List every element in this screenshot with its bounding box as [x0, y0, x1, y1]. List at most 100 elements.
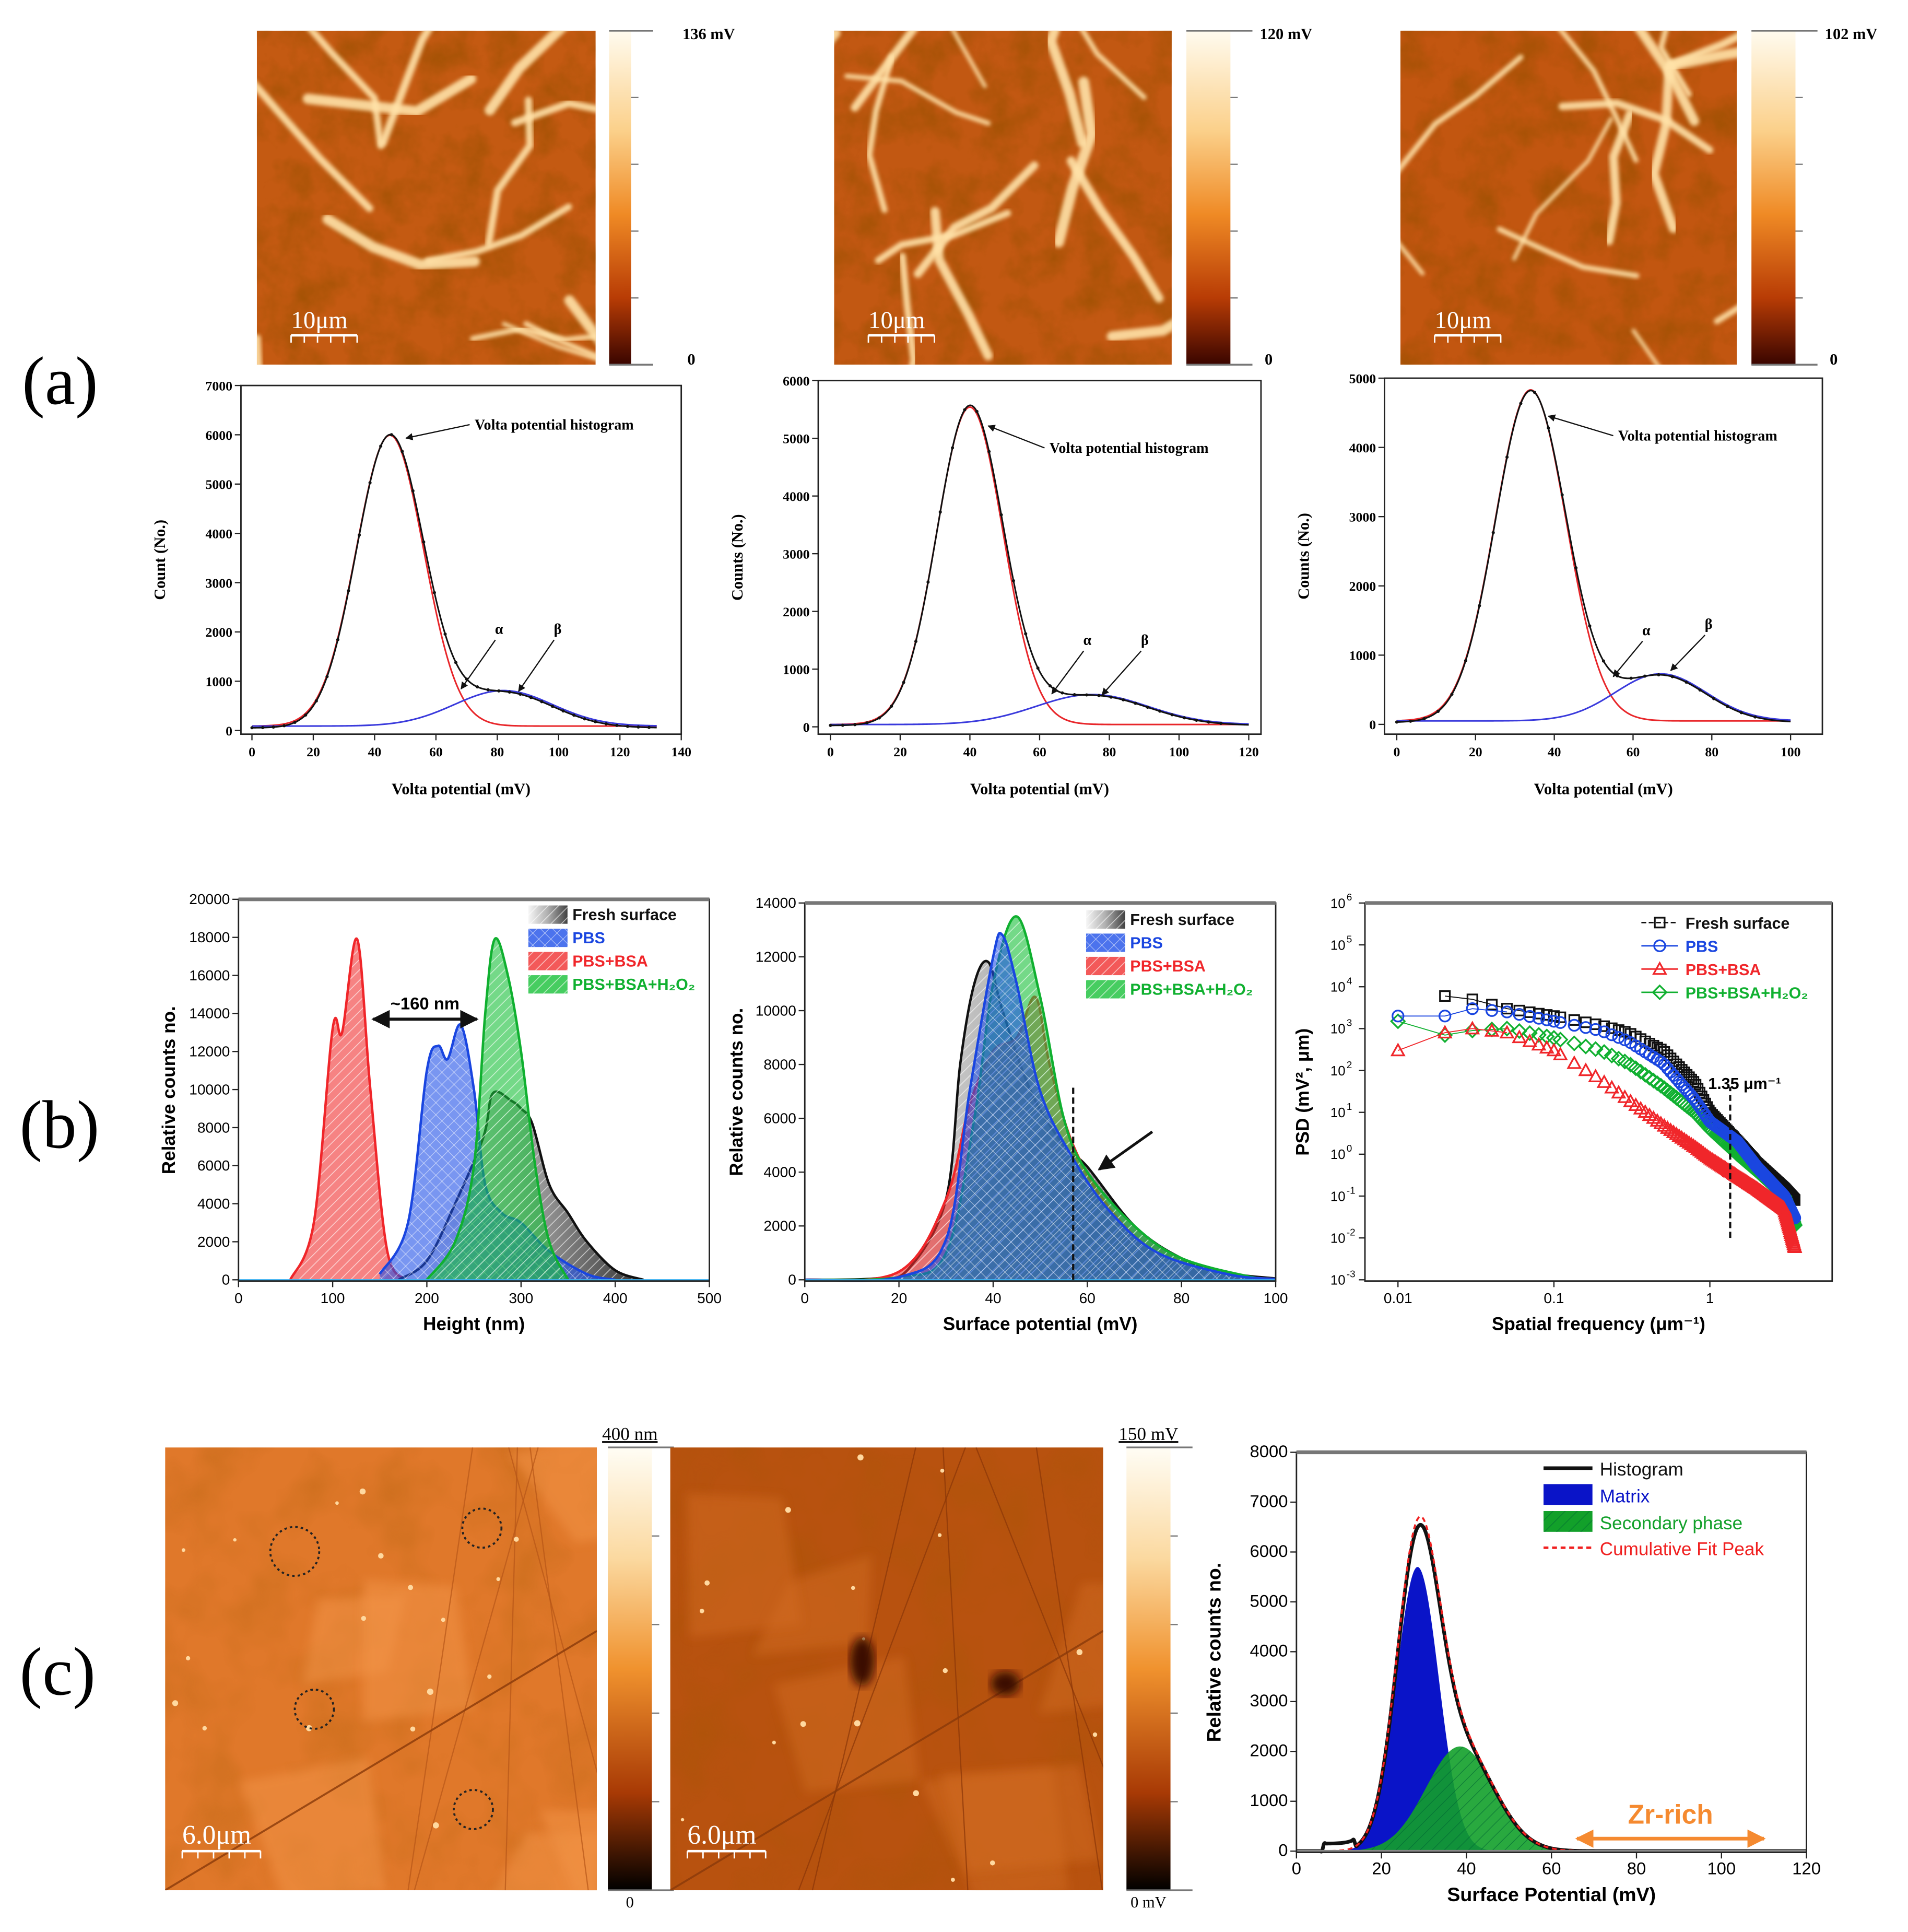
- grain-region: [940, 1765, 1102, 1872]
- legend-swatch-hatch: [528, 905, 568, 924]
- histogram-point: [1195, 718, 1198, 722]
- legend: Histogram Matrix Secondary phase Cumulative…: [1543, 1459, 1764, 1559]
- psd-marker-circle: [1438, 1010, 1452, 1023]
- histogram-point: [358, 533, 361, 537]
- y-tick-label: 4000: [763, 1164, 796, 1180]
- map-image: [256, 30, 596, 365]
- area-hatch-pbs-bsa: [290, 938, 408, 1280]
- histogram-curve: [252, 434, 657, 729]
- scratch-line: [165, 1630, 597, 1891]
- dark-spot: [850, 1637, 875, 1686]
- histogram-point: [1109, 695, 1113, 699]
- psd-marker-triangle: [1499, 1025, 1515, 1039]
- psd-marker-square: [1439, 990, 1451, 1002]
- x-tick-label: 80: [1705, 744, 1718, 759]
- main-peak-fit-curve: [252, 434, 657, 727]
- bright-phase-vein: [1080, 30, 1147, 100]
- psd-marker-triangle: [1650, 1113, 1665, 1127]
- psd-marker-circle: [1612, 1031, 1626, 1044]
- map-image: [834, 30, 1172, 365]
- psd-marker-square: [1568, 1014, 1580, 1026]
- y-axis-label: PSD (mV², μm): [1292, 1028, 1313, 1156]
- histogram-point: [1616, 674, 1619, 677]
- particle: [704, 1580, 710, 1586]
- grain-boundary: [508, 1447, 597, 1774]
- y-tick-label-base: 10: [1330, 1064, 1346, 1079]
- histogram-point: [594, 720, 597, 723]
- x-tick-label: 80: [490, 744, 504, 759]
- scale-bar-label: 10μm: [868, 307, 925, 334]
- alpha-arrow: [461, 639, 496, 690]
- psd-marker-circle: [1485, 1004, 1499, 1017]
- y-tick-label-base: 10: [1330, 938, 1346, 953]
- secondary-peak-fit-curve: [1396, 673, 1791, 722]
- x-tick-label: 40: [1457, 1859, 1476, 1878]
- particle: [937, 1533, 942, 1537]
- bright-phase-vein: [1558, 30, 1639, 163]
- particle: [513, 1537, 519, 1542]
- bright-phase-vein: [1631, 329, 1660, 365]
- beta-arrow: [1670, 635, 1706, 671]
- legend-swatch-matrix: [1543, 1484, 1593, 1505]
- y-axis-label: Counts (No.): [728, 514, 746, 601]
- beta-arrow: [518, 639, 555, 692]
- particle: [185, 1656, 191, 1660]
- legend-label: Fresh surface: [1130, 911, 1234, 929]
- histogram-point: [1085, 693, 1089, 697]
- histogram-point: [1409, 719, 1412, 723]
- bright-phase-vein: [1635, 30, 1700, 126]
- y-tick-label-exponent: -3: [1347, 1269, 1356, 1280]
- psd-marker-square: [1548, 1010, 1560, 1022]
- y-tick-label-base: 10: [1330, 896, 1346, 911]
- chart-5: Fresh surface PBS PBS+BSA PBS+BSA+H₂O₂ 0 20 40…: [726, 895, 1288, 1334]
- colorbar: [609, 30, 631, 365]
- psd-marker-triangle: [1698, 1146, 1713, 1161]
- x-tick-label: 100: [1264, 1290, 1288, 1306]
- y-tick-label-exponent: 4: [1347, 976, 1352, 987]
- histogram-point: [1491, 531, 1495, 534]
- histogram-point: [314, 699, 318, 702]
- histogram-point: [853, 723, 857, 727]
- grain-boundary: [504, 1447, 519, 1891]
- psd-marker-circle: [1540, 1013, 1553, 1026]
- plot-frame: [1384, 377, 1823, 735]
- afm-map-4: 6.0μm 400 nm 0: [165, 1424, 674, 1911]
- x-tick-label: 60: [1079, 1290, 1096, 1306]
- x-tick-label: 20: [1469, 744, 1482, 759]
- histogram-point: [1464, 659, 1467, 662]
- y-tick-label: 3000: [206, 576, 233, 591]
- y-tick-label: 6000: [206, 428, 233, 443]
- colorbar: [608, 1447, 652, 1891]
- bright-phase-vein: [564, 295, 596, 344]
- chart-4: Fresh surface PBS PBS+BSA PBS+BSA+H₂O₂ ~160 …: [159, 891, 722, 1334]
- psd-marker-circle: [1605, 1028, 1618, 1041]
- psd-marker-diamond: [1587, 1041, 1604, 1057]
- grain-region: [363, 1579, 474, 1722]
- particle: [940, 1469, 945, 1473]
- bright-phase-vein: [1106, 319, 1172, 342]
- psd-marker-triangle: [1484, 1023, 1500, 1037]
- psd-marker-triangle: [1539, 1040, 1554, 1054]
- x-tick-label: 60: [429, 744, 443, 759]
- x-tick-label: 20: [307, 744, 320, 759]
- y-tick-label: 0: [226, 723, 232, 739]
- bright-phase-vein: [1045, 30, 1088, 148]
- x-tick-label: 40: [368, 744, 382, 759]
- histogram-point: [829, 723, 832, 727]
- bright-phase-vein: [1665, 32, 1737, 69]
- histogram-point: [999, 513, 1003, 517]
- histogram-annotation: Volta potential histogram: [1050, 440, 1209, 456]
- psd-marker-square: [1541, 1009, 1553, 1021]
- histogram-point: [1061, 691, 1064, 695]
- histogram-point: [1643, 674, 1647, 678]
- legend-swatch-hatch: [1086, 910, 1125, 929]
- bright-phase-vein: [1658, 30, 1692, 97]
- histogram-point: [1505, 455, 1509, 459]
- y-tick-label: 2000: [763, 1218, 796, 1234]
- y-tick-label-base: 10: [1330, 1022, 1346, 1037]
- x-tick-label: 120: [610, 744, 630, 759]
- histogram-point: [368, 481, 372, 485]
- y-tick-label: 4000: [197, 1196, 230, 1212]
- beta-phase-label: β: [1141, 633, 1149, 649]
- legend: Fresh surface PBS PBS+BSA PBS+BSA+H₂O₂: [1641, 915, 1808, 1002]
